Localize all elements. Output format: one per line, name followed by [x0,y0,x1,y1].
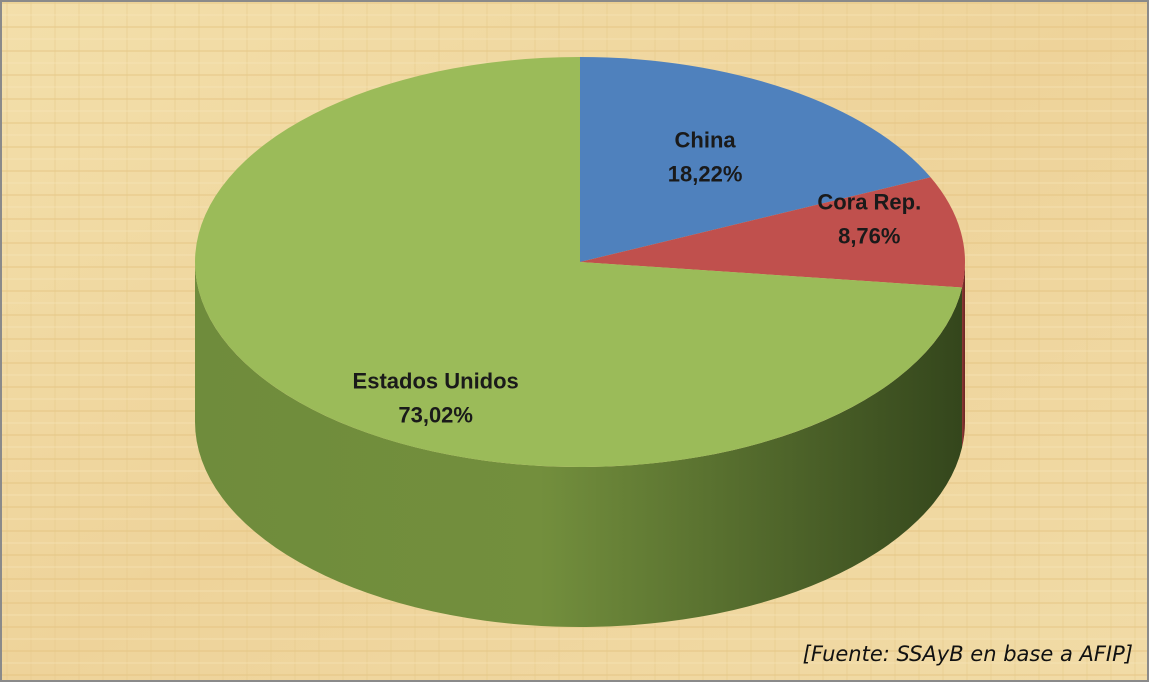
slice-label: Cora Rep. [817,189,921,214]
slice [580,57,931,262]
slice-side [195,262,963,627]
slice-value-label: 73,02% [398,403,473,428]
slice [194,57,963,467]
slice-value-label: 8,76% [838,223,900,248]
data-labels: China 18,22% Cora Rep. 8,76% Estados Unidos 7… [353,127,922,427]
pie-sides [195,262,965,627]
slice-label: Estados Unidos [353,369,519,394]
slice-label: China [675,127,737,152]
pie-tops [194,57,965,467]
slice-side [962,262,965,448]
source-note: [Fuente: SSAyB en base a AFIP] [803,642,1133,666]
slice [580,177,965,288]
slice-value-label: 18,22% [668,161,743,186]
